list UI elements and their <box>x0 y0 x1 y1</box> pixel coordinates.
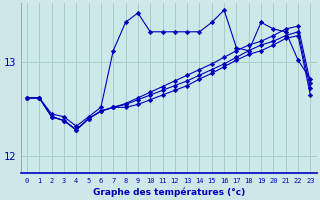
X-axis label: Graphe des températures (°c): Graphe des températures (°c) <box>92 187 245 197</box>
